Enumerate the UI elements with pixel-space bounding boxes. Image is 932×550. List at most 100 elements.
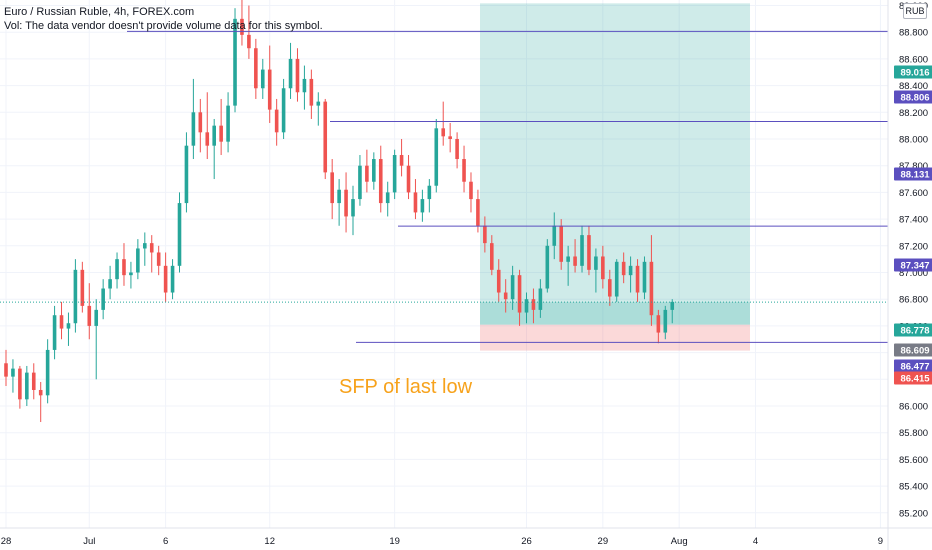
price-tick-label: 88.200 [899, 108, 928, 119]
candle-body [226, 105, 230, 142]
candle-body [601, 256, 605, 280]
price-tag-label: 89.016 [900, 68, 929, 79]
grid-lines [0, 0, 888, 528]
price-tag-stop [894, 371, 932, 385]
price-tag-label: 86.477 [900, 362, 929, 373]
candle-body [73, 269, 78, 324]
candle-body [233, 18, 237, 106]
time-tick-label: Aug [671, 536, 688, 547]
candle-body [254, 48, 258, 89]
candle-body [517, 275, 522, 313]
price-tick-label: 88.000 [899, 135, 928, 146]
time-tick-label: 19 [389, 536, 400, 547]
price-tick-label: 85.600 [899, 455, 928, 466]
volume-note: Vol: The data vendor doesn't provide vol… [4, 20, 323, 32]
candle-body [358, 165, 362, 200]
time-tick-label: Jul [83, 536, 95, 547]
candle-body [87, 305, 92, 326]
price-tags: 89.016 88.806 88.131 87.347 86.778 86.609 86.4… [894, 65, 932, 385]
candle-body [434, 128, 439, 186]
candle-body [184, 145, 189, 204]
candle-body [309, 78, 314, 106]
candle-body [4, 363, 8, 377]
candle-body [177, 203, 182, 266]
candle-body [281, 88, 286, 133]
price-tick-label: 85.200 [899, 508, 928, 519]
candlestick-series [4, 0, 675, 423]
candle-body [372, 159, 376, 182]
candle-body [448, 136, 452, 139]
horizontal-levels [0, 30, 888, 343]
price-tag-level [894, 90, 932, 104]
candle-body [330, 172, 334, 204]
candle-body [80, 269, 85, 306]
candle-body [642, 261, 647, 293]
candle-body [31, 372, 36, 390]
candle-body [247, 34, 251, 49]
time-axis[interactable]: 28Jul612192629Aug491216 [0, 527, 932, 547]
candle-body [503, 292, 508, 300]
candle-body [566, 256, 570, 262]
candle-body [399, 155, 404, 166]
candle-body [469, 181, 473, 200]
candle-body [538, 288, 543, 310]
candle-body [385, 192, 390, 204]
candle-body [267, 69, 272, 110]
candle-body [607, 279, 612, 297]
candle-body [524, 299, 529, 313]
open-profit-zone [480, 302, 750, 325]
price-tag-label: 88.806 [900, 93, 929, 104]
candle-body [274, 109, 279, 133]
currency-badge[interactable]: RUB [903, 3, 927, 19]
candle-body [143, 243, 147, 249]
candle-body [580, 235, 584, 266]
candle-body [115, 259, 119, 280]
candle-body [38, 389, 43, 396]
candle-body [205, 132, 210, 146]
price-tick-label: 87.600 [899, 188, 928, 199]
candle-body [573, 256, 577, 266]
candle-body [427, 185, 432, 200]
price-tag-level [894, 258, 932, 272]
price-tag-level [894, 167, 932, 181]
price-tag-label: 86.609 [900, 346, 929, 357]
candle-body [198, 112, 203, 133]
candle-body [163, 265, 168, 293]
price-tag-label: 88.131 [900, 170, 930, 181]
price-tick-label: 88.400 [899, 81, 928, 92]
candle-body [614, 261, 619, 297]
time-tick-label: 4 [753, 536, 758, 547]
candle-body [337, 189, 341, 204]
candle-body [531, 299, 536, 310]
price-axis[interactable]: 85.20085.40085.60085.80086.00086.20086.4… [887, 0, 928, 550]
candle-body [670, 301, 675, 310]
candle-body [365, 165, 369, 182]
candle-body [212, 125, 216, 146]
candle-body [510, 275, 515, 300]
price-tag-label: 86.415 [900, 374, 930, 385]
price-tick-label: 87.800 [899, 161, 928, 172]
price-tick-label: 85.400 [899, 482, 928, 493]
candle-body [406, 165, 411, 193]
candle-body [413, 192, 418, 213]
time-tick-label: 12 [264, 536, 275, 547]
price-tick-label: 88.600 [899, 54, 928, 65]
candle-body [462, 159, 466, 182]
candle-body [594, 256, 598, 270]
candle-body [351, 199, 355, 217]
candle-body [587, 235, 591, 270]
candle-body [378, 159, 383, 204]
candle-body [323, 101, 328, 173]
candle-body [496, 269, 501, 293]
candle-body [11, 368, 15, 377]
candle-body [240, 18, 244, 35]
candle-body [455, 139, 459, 160]
chart-header: Euro / Russian Ruble, 4h, FOREX.com Vol:… [4, 5, 323, 33]
candle-body [663, 309, 668, 333]
symbol-title[interactable]: Euro / Russian Ruble, 4h, FOREX.com [4, 6, 195, 18]
candle-body [490, 243, 494, 270]
candle-body [66, 323, 71, 329]
candle-body [191, 112, 196, 146]
candle-body [101, 288, 105, 310]
